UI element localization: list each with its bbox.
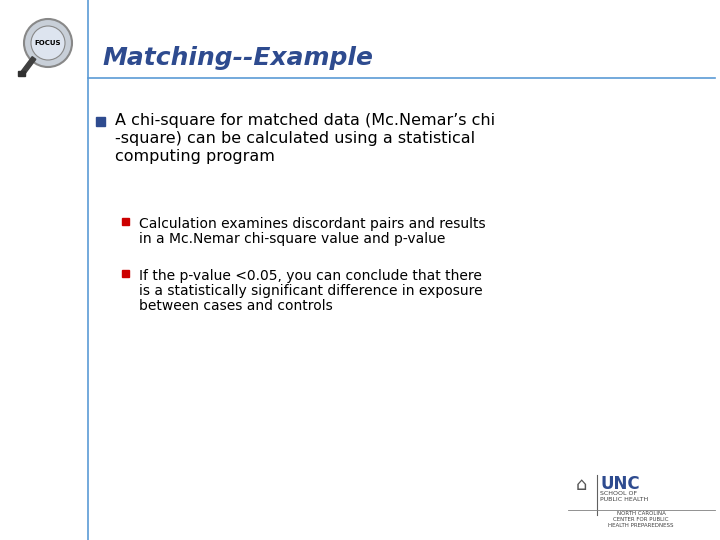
Text: ⌂: ⌂: [575, 476, 587, 494]
Bar: [122, 218, 129, 225]
Text: A chi-square for matched data (Mc.Nemar’s chi: A chi-square for matched data (Mc.Nemar’…: [115, 113, 495, 128]
Bar: [96, 117, 105, 126]
Text: in a Mc.Nemar chi-square value and p-value: in a Mc.Nemar chi-square value and p-val…: [139, 232, 446, 246]
Text: NORTH CAROLINA
CENTER FOR PUBLIC
HEALTH PREPAREDNESS: NORTH CAROLINA CENTER FOR PUBLIC HEALTH …: [608, 511, 674, 528]
Circle shape: [24, 19, 72, 67]
Text: between cases and controls: between cases and controls: [139, 299, 333, 313]
Bar: [18, 71, 25, 76]
Text: SCHOOL OF
PUBLIC HEALTH: SCHOOL OF PUBLIC HEALTH: [600, 491, 648, 502]
Text: is a statistically significant difference in exposure: is a statistically significant differenc…: [139, 284, 482, 298]
Text: FOCUS: FOCUS: [35, 40, 61, 46]
Text: Calculation examines discordant pairs and results: Calculation examines discordant pairs an…: [139, 217, 485, 231]
Text: computing program: computing program: [115, 148, 275, 164]
FancyArrow shape: [20, 57, 36, 76]
Text: If the p-value <0.05, you can conclude that there: If the p-value <0.05, you can conclude t…: [139, 269, 482, 283]
Text: UNC: UNC: [600, 475, 639, 493]
Bar: [122, 270, 129, 277]
Text: -square) can be calculated using a statistical: -square) can be calculated using a stati…: [115, 131, 475, 146]
Circle shape: [31, 26, 65, 60]
Text: Matching--Example: Matching--Example: [102, 46, 373, 70]
